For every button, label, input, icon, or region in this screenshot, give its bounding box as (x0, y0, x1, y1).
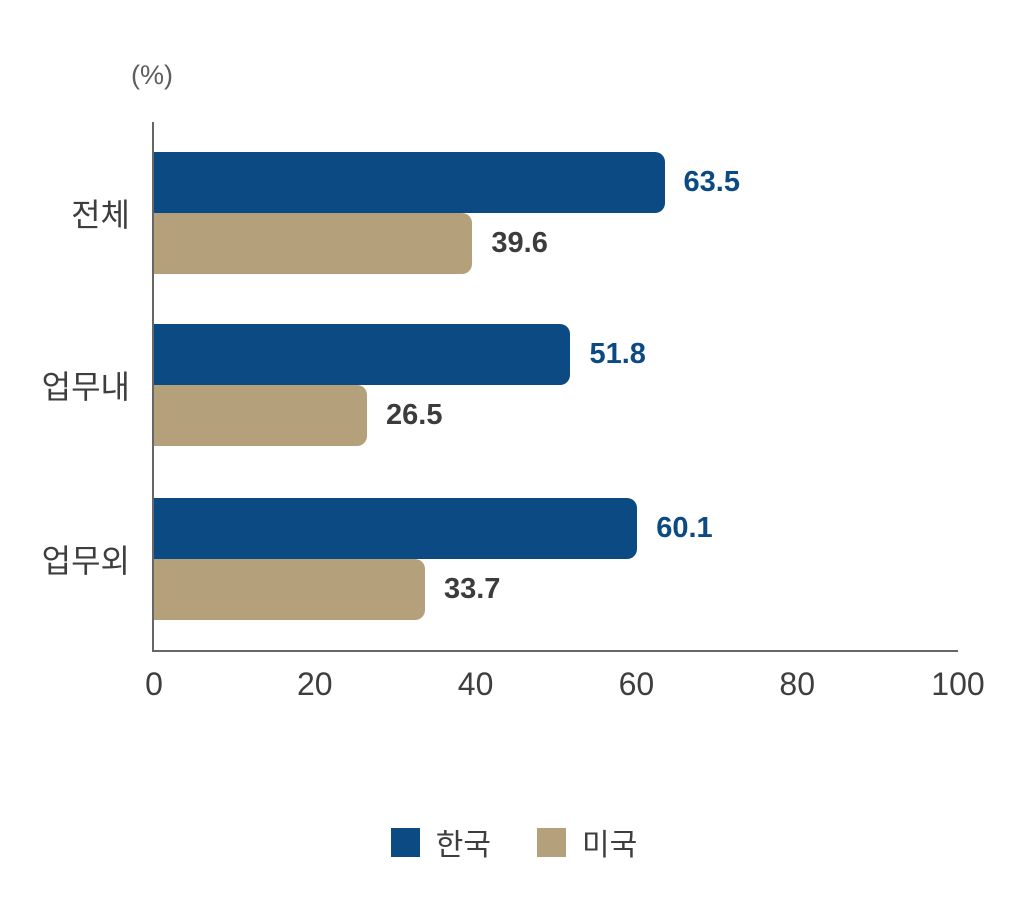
bar-row-korea-total: 63.5 (154, 152, 958, 213)
bar-row-usa-outside-work: 33.7 (154, 559, 958, 620)
category-label-total: 전체 (71, 197, 130, 233)
value-label-korea-within-work: 51.8 (589, 338, 646, 370)
value-label-usa-total: 39.6 (491, 227, 548, 259)
category-label-within-work: 업무내 (41, 369, 130, 405)
value-label-usa-within-work: 26.5 (386, 399, 443, 431)
bar-usa-within-work (154, 385, 368, 446)
x-tick-40: 40 (457, 666, 494, 702)
value-label-usa-outside-work: 33.7 (443, 573, 501, 605)
x-tick-100: 100 (931, 666, 985, 702)
bar-row-usa-total: 39.6 (154, 213, 958, 274)
legend-label-usa: 미국 (582, 829, 638, 862)
legend-swatch-usa (537, 827, 566, 857)
value-label-korea-outside-work: 60.1 (656, 512, 713, 544)
bar-row-usa-within-work: 26.5 (154, 385, 958, 446)
x-tick-20: 20 (297, 666, 333, 702)
bar-korea-within-work (154, 324, 571, 385)
legend-label-korea: 한국 (435, 829, 491, 862)
bar-korea-outside-work (154, 498, 638, 559)
bar-group-within-work: 업무내 51.8 26.5 (42, 324, 958, 446)
bar-usa-total (154, 213, 473, 274)
x-tick-80: 80 (779, 666, 815, 702)
bar-group-total: 전체 63.5 39.6 (71, 152, 958, 274)
legend-item-korea: 한국 (390, 820, 491, 864)
legend-swatch-korea (390, 827, 420, 857)
legend: 한국 미국 (0, 820, 1028, 864)
plot-area: 전체 63.5 39.6 업무내 51.8 26.5 업무외 60.1 33.7 0 20 40 60… (42, 122, 985, 702)
x-tick-0: 0 (145, 666, 163, 702)
bar-korea-total (154, 152, 665, 213)
bar-row-korea-outside-work: 60.1 (154, 498, 958, 559)
legend-item-usa: 미국 (537, 820, 637, 864)
category-label-outside-work: 업무외 (41, 543, 130, 579)
x-axis: 0 20 40 60 80 100 (145, 666, 985, 706)
axis-unit-label: (%) (131, 60, 173, 90)
bar-row-korea-within-work: 51.8 (154, 324, 958, 385)
bar-group-outside-work: 업무외 60.1 33.7 (42, 498, 958, 620)
x-tick-60: 60 (618, 666, 655, 702)
bar-usa-outside-work (154, 559, 425, 620)
value-label-korea-total: 63.5 (683, 166, 740, 198)
